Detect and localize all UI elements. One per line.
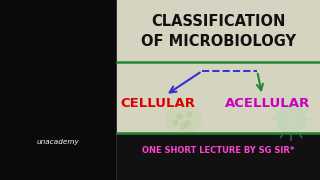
Text: CELLULAR: CELLULAR [120,97,195,110]
Circle shape [277,105,305,133]
Text: unacademy: unacademy [37,139,80,145]
Circle shape [177,114,182,119]
Bar [117,133,320,180]
Bar [117,0,320,180]
Text: ONE SHORT LECTURE BY SG SIR*: ONE SHORT LECTURE BY SG SIR* [142,147,295,156]
Text: CLASSIFICATION: CLASSIFICATION [151,14,285,28]
Circle shape [173,120,178,125]
Ellipse shape [165,105,202,133]
Text: ACELLULAR: ACELLULAR [225,97,310,110]
Bar [0,0,117,180]
Circle shape [181,124,186,129]
Circle shape [185,121,190,126]
Text: OF MICROBIOLOGY: OF MICROBIOLOGY [141,35,296,50]
Text: 2-5 marks question: 2-5 marks question [165,164,271,174]
Circle shape [187,112,192,117]
